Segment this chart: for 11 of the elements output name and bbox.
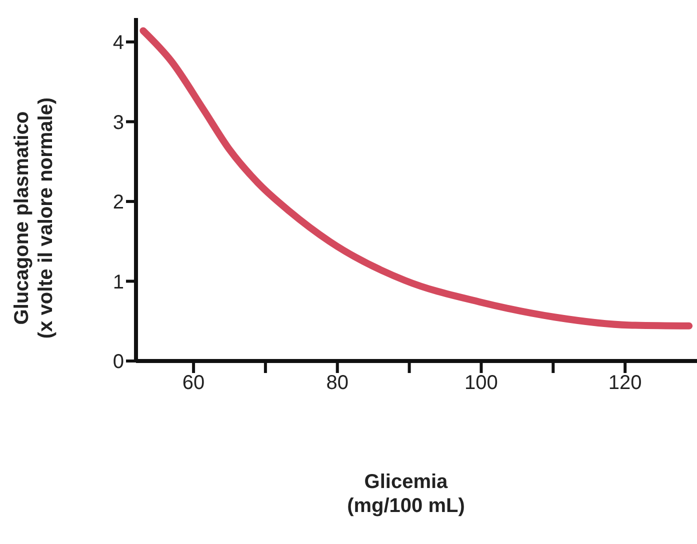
y-tick-label: 2 (112, 192, 124, 214)
y-tick-label: 3 (112, 112, 124, 134)
x-axis-title: Glicemia (mg/100 mL) (347, 471, 465, 517)
x-tick-label: 80 (326, 372, 349, 394)
y-tick-label: 1 (112, 271, 124, 294)
x-tick-label: 60 (182, 372, 205, 394)
y-tick-label: 4 (112, 32, 124, 54)
x-tick-label: 100 (464, 372, 498, 394)
x-tick-label: 120 (608, 372, 642, 394)
y-tick-label: 0 (112, 351, 124, 374)
y-axis-title: Glucagone plasmatico (x volte il valore normale) (11, 97, 57, 339)
